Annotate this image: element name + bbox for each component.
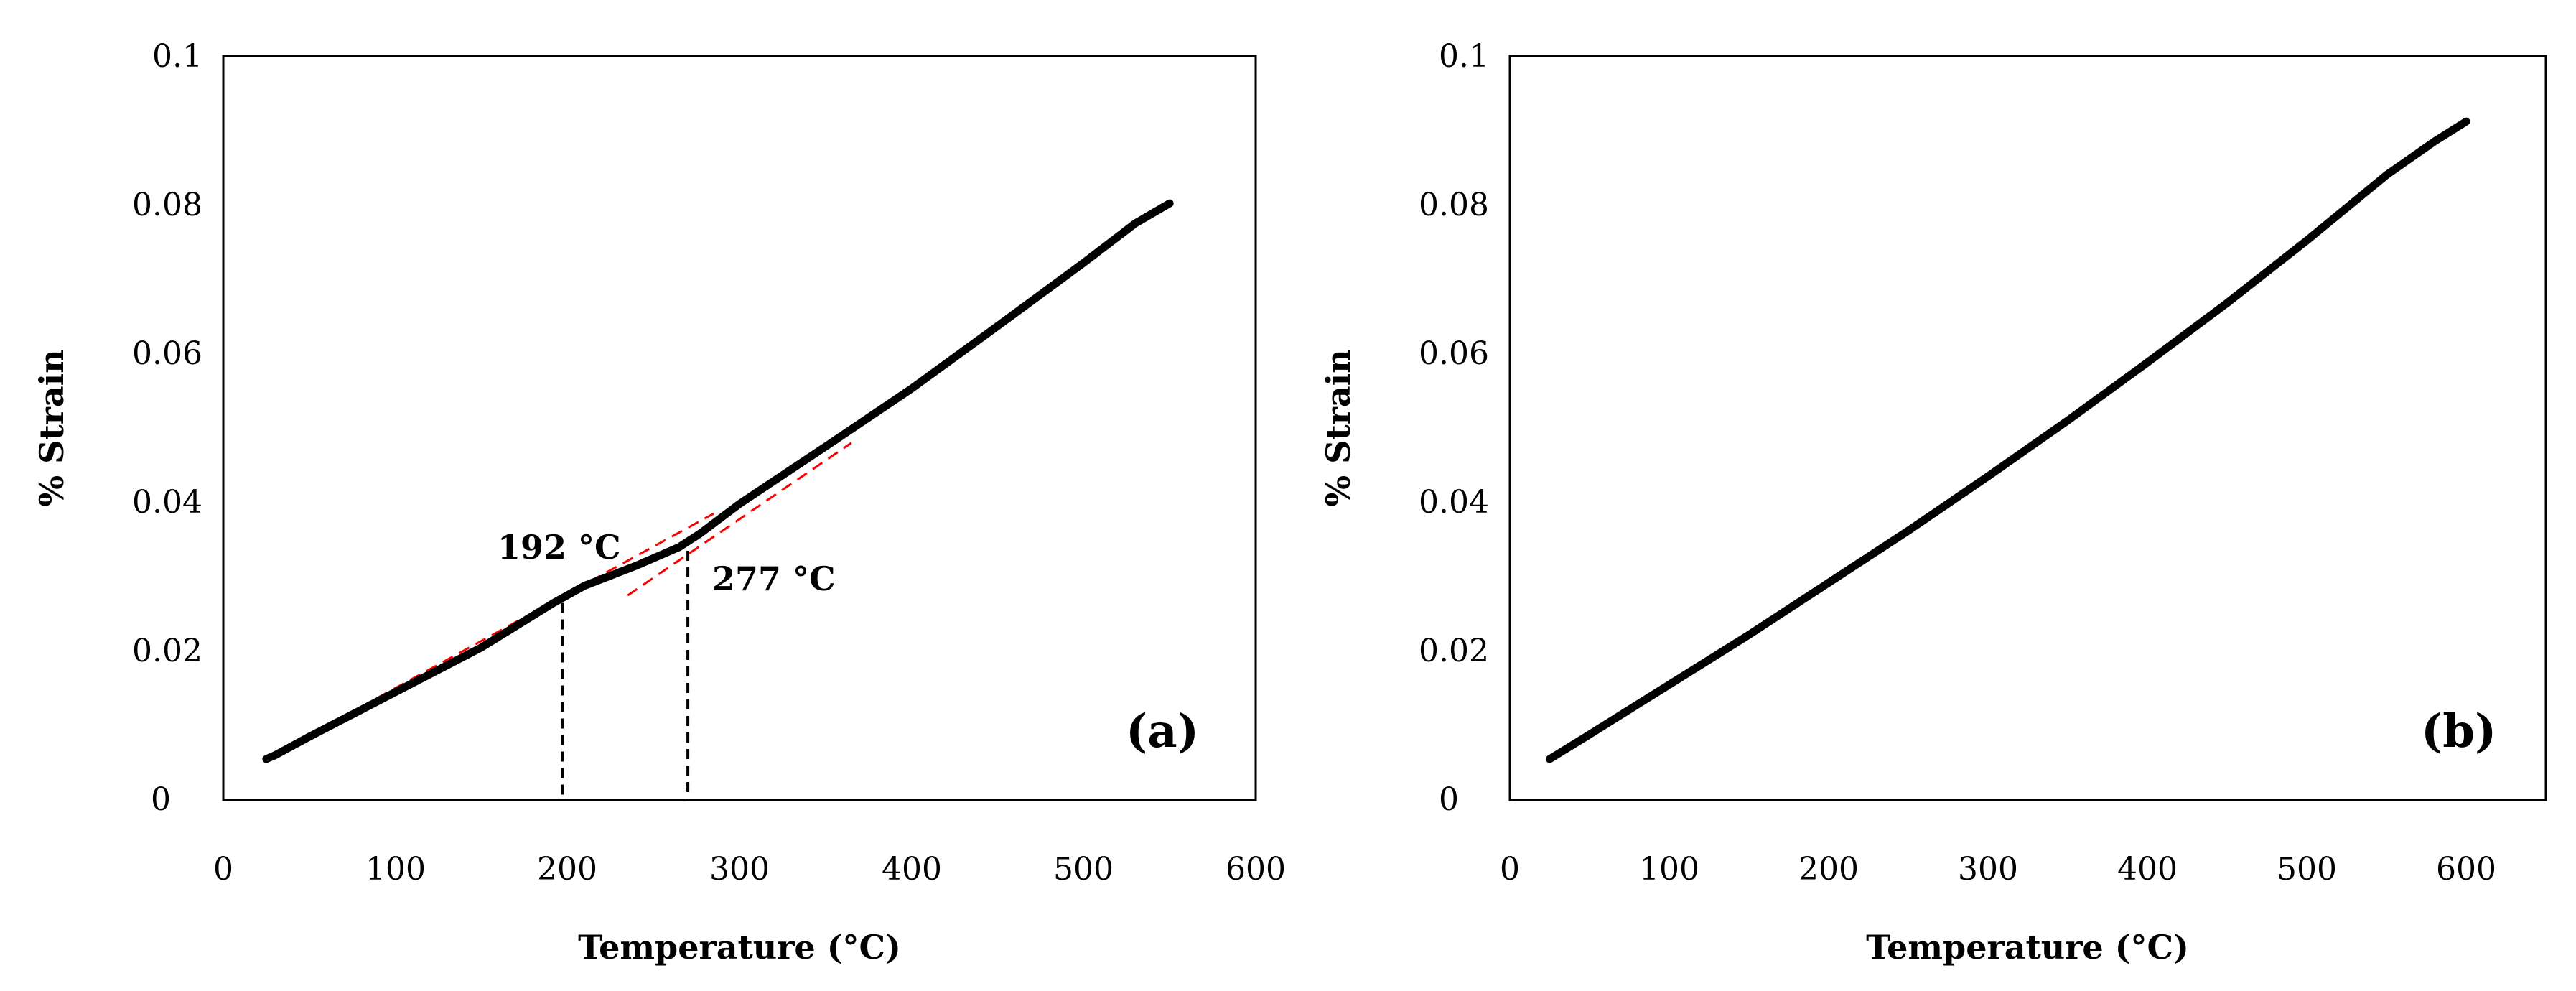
x-axis-title-b: Temperature (°C) <box>1866 928 2189 967</box>
x-tick-label-a-3: 300 <box>709 851 770 888</box>
panel-label-b: (b) <box>2421 704 2496 758</box>
annotation-277c: 277 °C <box>712 559 836 598</box>
y-tick-label-a-1: 0.02 <box>132 633 202 669</box>
tangent-line-a-2 <box>627 442 852 597</box>
strain-series-line-a <box>262 199 1174 763</box>
y-axis-title-b: % Strain <box>1319 349 1358 506</box>
y-tick-label-a-3: 0.06 <box>132 335 202 372</box>
x-axis-title-a: Temperature (°C) <box>578 928 901 967</box>
y-axis-title-a: % Strain <box>32 349 71 506</box>
y-tick-label-b-3: 0.06 <box>1419 335 1489 372</box>
tangent-line-a-1 <box>360 512 714 708</box>
x-tick-label-a-0: 0 <box>213 851 233 888</box>
panel-label-a: (a) <box>1126 704 1199 758</box>
y-tick-label-a-2: 0.04 <box>132 484 202 521</box>
x-tick-label-b-3: 300 <box>1958 851 2018 888</box>
plot-frame-b <box>1508 55 2547 801</box>
x-tick-label-a-2: 200 <box>537 851 597 888</box>
x-tick-label-b-2: 200 <box>1798 851 1859 888</box>
plot-frame-a <box>222 55 1257 801</box>
y-tick-label-a-4: 0.08 <box>132 187 202 223</box>
y-tick-label-a-0: 0 <box>151 781 171 818</box>
y-tick-label-b-0: 0 <box>1439 781 1459 818</box>
x-tick-label-b-4: 400 <box>2117 851 2178 888</box>
x-tick-label-b-1: 100 <box>1639 851 1699 888</box>
strain-series-line-b <box>1546 117 2470 763</box>
annotation-192c: 192 °C <box>498 528 621 567</box>
x-tick-label-b-0: 0 <box>1500 851 1520 888</box>
chart-panel-a: 0 0.02 0.04 0.06 0.08 0.1 0 100 200 300 … <box>32 38 1286 967</box>
x-tick-label-a-4: 400 <box>882 851 942 888</box>
x-tick-label-a-5: 500 <box>1053 851 1114 888</box>
y-tick-label-b-5: 0.1 <box>1439 38 1489 75</box>
x-tick-label-b-6: 600 <box>2436 851 2496 888</box>
y-tick-label-b-1: 0.02 <box>1419 633 1489 669</box>
y-tick-label-b-2: 0.04 <box>1419 484 1489 521</box>
x-tick-label-b-5: 500 <box>2277 851 2337 888</box>
x-tick-label-a-1: 100 <box>365 851 426 888</box>
x-tick-label-a-6: 600 <box>1226 851 1286 888</box>
y-tick-label-a-5: 0.1 <box>152 38 202 75</box>
y-tick-label-b-4: 0.08 <box>1419 187 1489 223</box>
chart-panel-b: 0 0.02 0.04 0.06 0.08 0.1 0 100 200 300 … <box>1319 38 2547 967</box>
